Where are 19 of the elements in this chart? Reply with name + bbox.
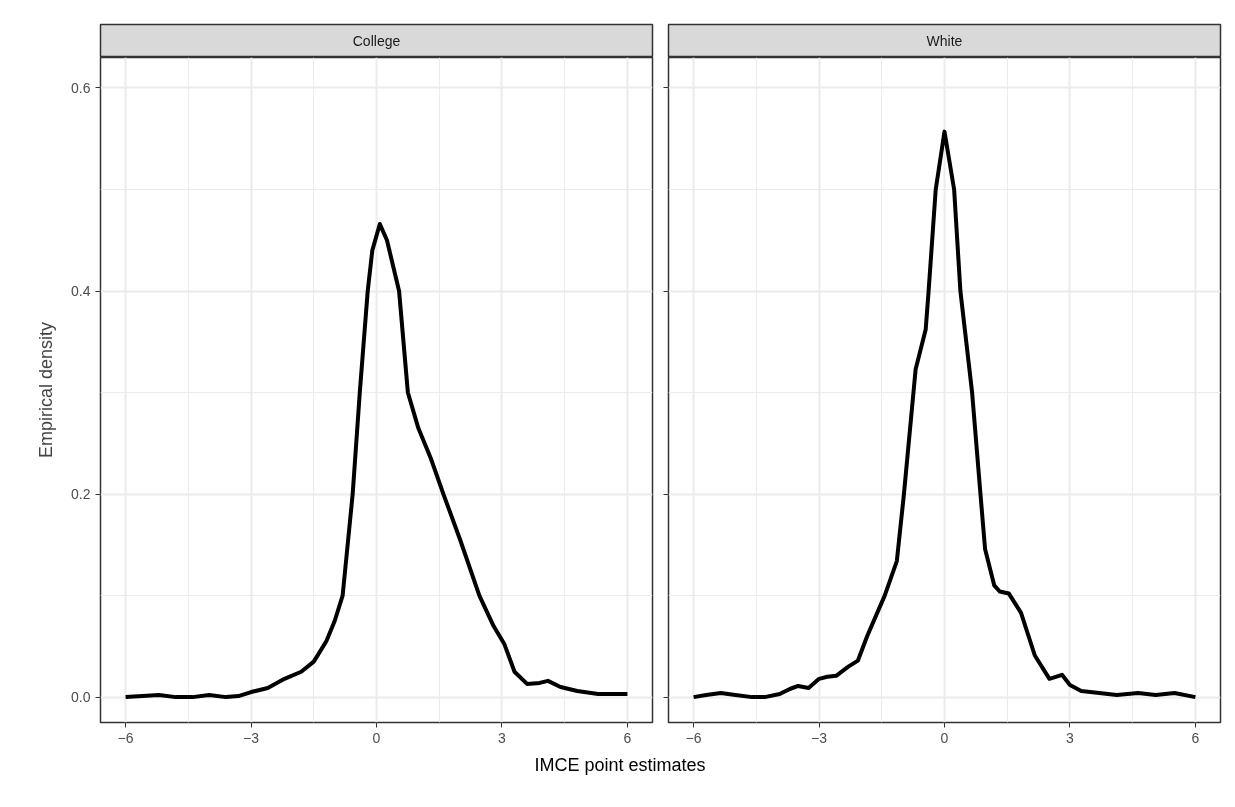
- y-tick-label: 0.2: [71, 486, 91, 503]
- x-tick-label: 6: [623, 729, 632, 746]
- chart-title: College: [352, 33, 401, 49]
- x-tick-label: 3: [1066, 729, 1075, 746]
- x-axis-title: IMCE point estimates: [534, 754, 706, 777]
- line-series: [123, 222, 630, 700]
- x-tick-label: −3: [811, 729, 828, 746]
- x-tick-label: 0: [940, 729, 949, 746]
- x-tick-label: −3: [243, 729, 260, 746]
- x-tick-label: −6: [117, 729, 134, 746]
- y-axis-title: Empirical density: [36, 321, 57, 459]
- x-tick-label: −6: [685, 729, 702, 746]
- y-tick-label: 0.4: [71, 283, 91, 300]
- chart-title: White: [926, 33, 963, 49]
- x-tick-label: 0: [372, 729, 381, 746]
- y-tick-label: 0.0: [71, 689, 91, 706]
- x-tick-label: 3: [498, 729, 507, 746]
- y-tick-label: 0.6: [71, 79, 91, 96]
- x-tick-label: 6: [1191, 729, 1200, 746]
